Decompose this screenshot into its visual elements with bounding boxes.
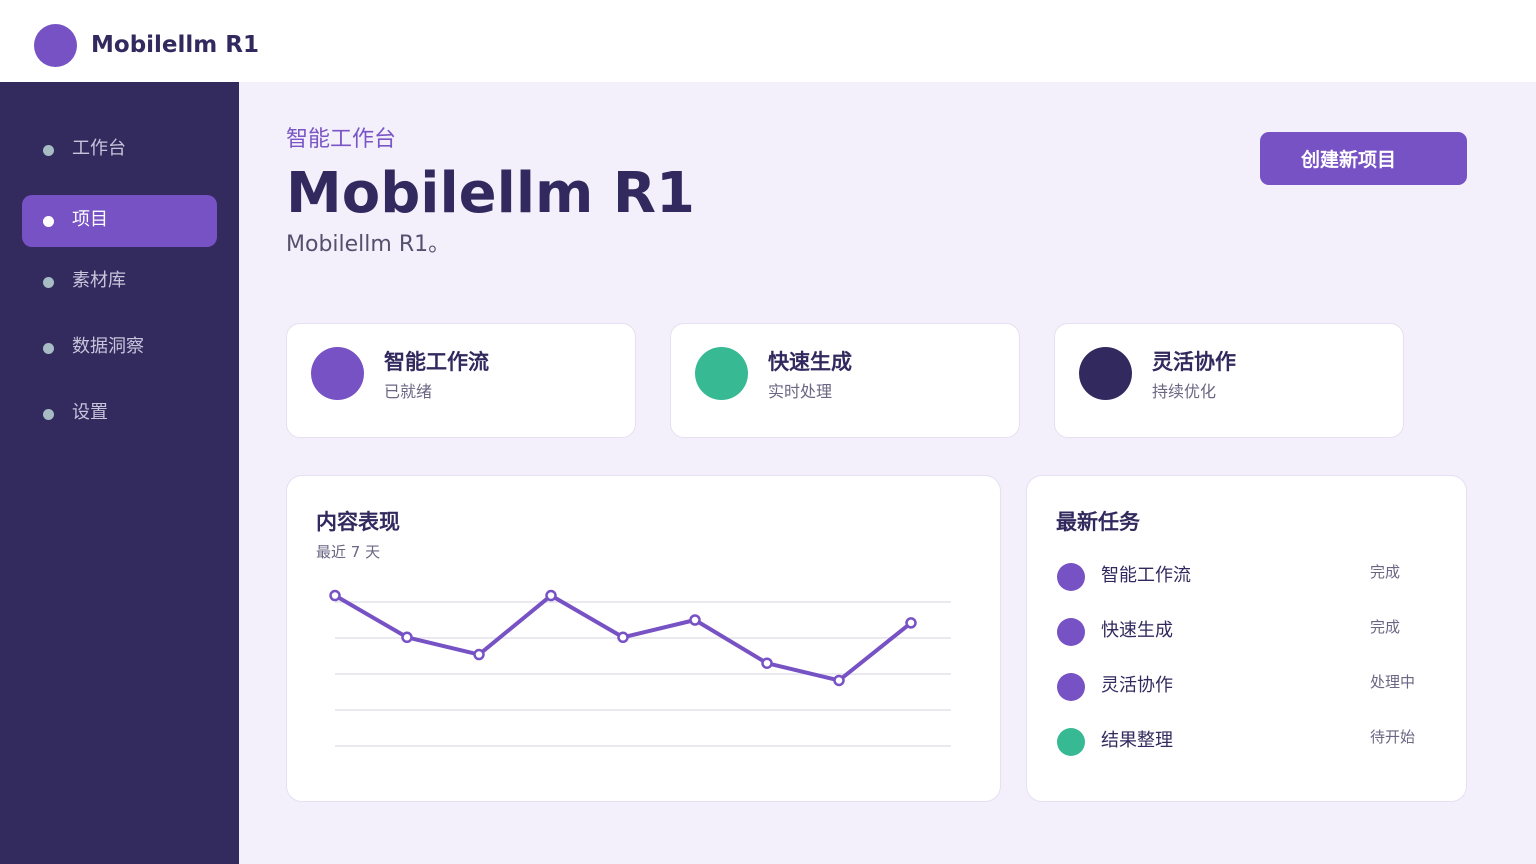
data-point bbox=[401, 631, 413, 644]
chart-subtitle: 最近 7 天 bbox=[316, 543, 381, 561]
task-name: 智能工作流 bbox=[1101, 565, 1191, 586]
nav-dot-icon bbox=[43, 216, 54, 227]
data-point bbox=[545, 589, 557, 602]
task-row[interactable]: 灵活协作 处理中 bbox=[1057, 670, 1437, 704]
nav-dot-icon bbox=[43, 343, 54, 354]
latest-tasks-panel: 最新任务 智能工作流 完成 快速生成 完成 灵活协作 处理中 结果整理 待开始 bbox=[1026, 475, 1467, 802]
stat-subtitle: 已就绪 bbox=[384, 382, 433, 401]
task-name: 快速生成 bbox=[1101, 620, 1173, 641]
sidebar-item-label: 项目 bbox=[72, 209, 108, 230]
data-point bbox=[473, 648, 485, 661]
task-status-dot-icon bbox=[1057, 563, 1085, 591]
fast-generate-icon bbox=[695, 347, 748, 400]
logo-icon bbox=[34, 24, 77, 67]
stat-title: 灵活协作 bbox=[1152, 350, 1236, 374]
sidebar-item-label: 数据洞察 bbox=[72, 336, 144, 357]
task-status-dot-icon bbox=[1057, 728, 1085, 756]
top-bar: Mobilellm R1 bbox=[0, 0, 1536, 82]
task-status-dot-icon bbox=[1057, 673, 1085, 701]
stat-card-workflow[interactable]: 智能工作流 已就绪 bbox=[286, 323, 636, 438]
sidebar-item-workbench[interactable]: 工作台 bbox=[22, 124, 217, 176]
nav-dot-icon bbox=[43, 409, 54, 420]
line-chart bbox=[329, 589, 951, 747]
task-status: 完成 bbox=[1370, 618, 1401, 636]
sidebar-item-label: 设置 bbox=[72, 402, 108, 423]
sidebar-item-settings[interactable]: 设置 bbox=[22, 388, 217, 440]
data-point bbox=[905, 617, 917, 629]
stat-title: 快速生成 bbox=[768, 350, 852, 374]
nav-dot-icon bbox=[43, 145, 54, 156]
task-status: 完成 bbox=[1370, 563, 1401, 581]
data-point bbox=[761, 657, 773, 669]
sidebar-item-label: 工作台 bbox=[72, 138, 126, 159]
data-point bbox=[833, 674, 845, 687]
task-status: 待开始 bbox=[1370, 728, 1416, 746]
app-title: Mobilellm R1 bbox=[91, 32, 259, 58]
series-points bbox=[329, 589, 917, 687]
sidebar-item-assets[interactable]: 素材库 bbox=[22, 256, 217, 308]
task-name: 结果整理 bbox=[1101, 730, 1173, 751]
stat-title: 智能工作流 bbox=[384, 350, 489, 374]
page-eyebrow: 智能工作台 bbox=[286, 127, 397, 152]
stat-subtitle: 持续优化 bbox=[1152, 382, 1217, 401]
task-status-dot-icon bbox=[1057, 618, 1085, 646]
chart-grid bbox=[335, 601, 951, 747]
collaboration-icon bbox=[1079, 347, 1132, 400]
workflow-icon bbox=[311, 347, 364, 400]
stat-card-collaboration[interactable]: 灵活协作 持续优化 bbox=[1054, 323, 1404, 438]
sidebar: 工作台 项目 素材库 数据洞察 设置 bbox=[0, 82, 239, 864]
tasks-title: 最新任务 bbox=[1056, 510, 1140, 534]
sidebar-item-label: 素材库 bbox=[72, 270, 126, 291]
task-name: 灵活协作 bbox=[1101, 675, 1173, 696]
content-performance-panel: 内容表现 最近 7 天 bbox=[286, 475, 1001, 802]
sidebar-item-projects[interactable]: 项目 bbox=[22, 195, 217, 247]
task-row[interactable]: 结果整理 待开始 bbox=[1057, 725, 1437, 759]
data-point bbox=[617, 631, 629, 644]
create-project-button[interactable]: 创建新项目 bbox=[1260, 132, 1467, 185]
page-subtitle: Mobilellm R1。 bbox=[286, 232, 451, 257]
task-status: 处理中 bbox=[1370, 673, 1416, 691]
data-point bbox=[689, 614, 701, 626]
task-row[interactable]: 智能工作流 完成 bbox=[1057, 560, 1437, 594]
chart-title: 内容表现 bbox=[316, 510, 400, 534]
stat-subtitle: 实时处理 bbox=[768, 382, 833, 401]
data-point bbox=[329, 589, 341, 602]
sidebar-item-insights[interactable]: 数据洞察 bbox=[22, 322, 217, 374]
stat-card-fast-generate[interactable]: 快速生成 实时处理 bbox=[670, 323, 1020, 438]
nav-dot-icon bbox=[43, 277, 54, 288]
page-title: Mobilellm R1 bbox=[286, 161, 695, 226]
task-row[interactable]: 快速生成 完成 bbox=[1057, 615, 1437, 649]
